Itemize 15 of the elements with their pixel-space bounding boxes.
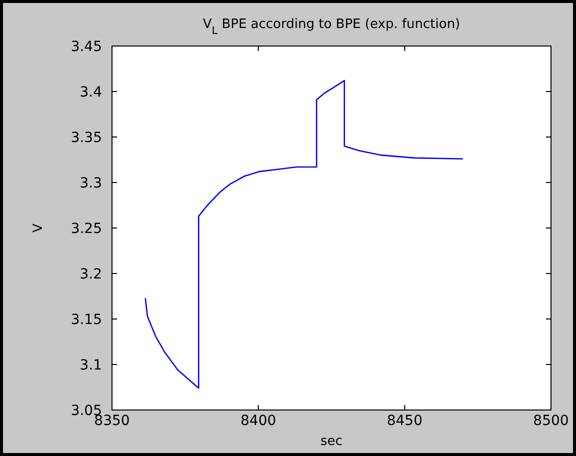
y-tick-label: 3.35 [70, 130, 102, 146]
y-tick-label: 3.4 [80, 84, 102, 100]
y-axis-title: V [31, 223, 46, 232]
y-tick-label: 3.3 [80, 175, 102, 192]
y-tick-label: 3.1 [80, 357, 102, 374]
x-axis-title: sec [320, 434, 342, 449]
x-tick-label: 8400 [240, 413, 276, 429]
y-tick-label: 3.2 [80, 266, 102, 282]
line-series [144, 80, 464, 389]
y-tick-label: 3.45 [70, 38, 102, 55]
x-tick-label: 8500 [533, 413, 569, 429]
y-tick-label: 3.15 [70, 312, 102, 328]
x-tick-label: 8450 [386, 413, 422, 429]
chart-title: V$_{L}$ BPE according to BPE (exp. function) [202, 17, 460, 37]
y-tick-label: 3.25 [70, 220, 102, 237]
